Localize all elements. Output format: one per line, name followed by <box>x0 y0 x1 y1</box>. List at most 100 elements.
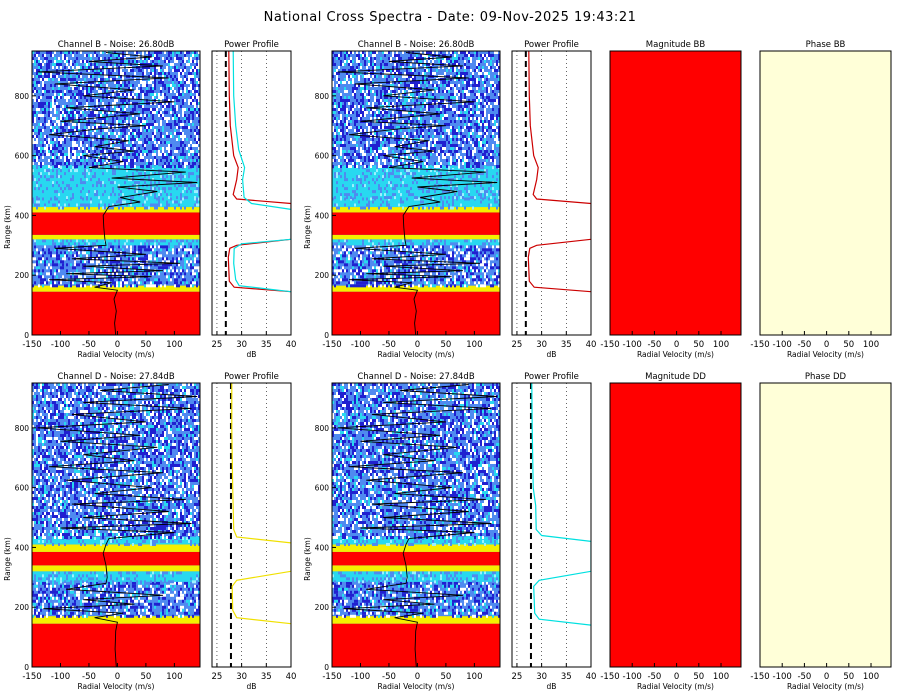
y-tick-label: 0 <box>24 663 29 672</box>
x-tick-label: 0 <box>674 672 679 682</box>
panel-8: Power Profile 25 30 35 40 dB <box>211 372 296 691</box>
panel-4: Power Profile 25 30 35 40 dB <box>511 40 597 359</box>
panel-frame <box>31 382 201 668</box>
band-red <box>32 291 200 335</box>
panel-title: Magnitude BB <box>646 40 706 50</box>
x-axis-label: Radial Velocity (m/s) <box>787 350 864 359</box>
x-tick-label: -100 <box>773 672 792 682</box>
x-tick-label: 50 <box>140 672 151 682</box>
panel-title: Power Profile <box>524 40 579 50</box>
x-tick-label: -150 <box>600 340 619 350</box>
x-tick-label: -50 <box>82 340 96 350</box>
panel-frame <box>211 50 292 336</box>
x-tick-label: -150 <box>322 672 341 682</box>
y-axis-label: Range (km) <box>3 205 12 249</box>
panel-title: Channel D - Noise: 27.84dB <box>357 372 474 382</box>
x-tick-label: 100 <box>466 672 482 682</box>
y-tick-label: 0 <box>24 331 29 340</box>
panel-frame <box>759 50 892 336</box>
band-yellow <box>332 234 500 240</box>
band-red <box>332 212 500 235</box>
panel-2: Power Profile 25 30 35 40 dB <box>211 40 297 359</box>
x-tick-label: 100 <box>166 672 182 682</box>
band-cyan <box>332 166 500 198</box>
x-tick-label: 100 <box>166 340 182 350</box>
band-cyan <box>32 166 200 198</box>
panel-title: Phase BB <box>806 40 846 50</box>
x-tick-label: 50 <box>693 340 704 350</box>
y-tick-label: 400 <box>315 543 330 552</box>
band-red <box>332 623 500 667</box>
x-tick-label: 0 <box>115 340 120 350</box>
x-tick-label: 40 <box>286 340 297 350</box>
spectrum-cells <box>32 51 200 335</box>
band-yellow <box>332 207 500 213</box>
y-tick-label: 800 <box>315 92 330 101</box>
band-yellow <box>332 616 500 624</box>
x-tick-label: 40 <box>586 340 597 350</box>
band-red <box>32 623 200 667</box>
panel-title: Magnitude DD <box>645 372 706 382</box>
y-tick-label: 400 <box>315 211 330 220</box>
panel-frame <box>511 50 592 336</box>
panel-title: Power Profile <box>224 372 279 382</box>
x-tick-label: 0 <box>115 672 120 682</box>
panel-frame <box>511 382 592 668</box>
panel-7: Channel D - Noise: 27.84dB -150 -100 -50 0 50… <box>3 372 201 691</box>
x-tick-label: -100 <box>351 340 370 350</box>
x-tick-label: -50 <box>797 340 811 350</box>
x-tick-label: 30 <box>236 340 247 350</box>
x-tick-label: 35 <box>261 340 272 350</box>
x-tick-label: -50 <box>647 672 661 682</box>
x-axis-label: Radial Velocity (m/s) <box>787 682 864 691</box>
x-tick-label: 0 <box>824 340 829 350</box>
x-tick-label: 100 <box>466 340 482 350</box>
uniform-fill <box>760 383 891 667</box>
x-axis-label: Radial Velocity (m/s) <box>78 350 155 359</box>
x-tick-label: 50 <box>440 672 451 682</box>
band-yellow <box>332 285 500 292</box>
x-tick-label: 30 <box>536 340 547 350</box>
x-tick-label: -150 <box>22 340 41 350</box>
x-tick-label: 30 <box>236 672 247 682</box>
y-tick-label: 600 <box>15 152 30 161</box>
y-tick-label: 800 <box>315 424 330 433</box>
x-tick-label: 0 <box>415 340 420 350</box>
x-tick-label: -50 <box>647 340 661 350</box>
x-tick-label: 35 <box>561 672 572 682</box>
x-tick-label: 25 <box>212 340 223 350</box>
panel-title: Phase DD <box>805 372 847 382</box>
x-tick-label: 0 <box>415 672 420 682</box>
panel-10: Power Profile 25 30 35 40 dB <box>511 372 596 691</box>
spectrum-cells <box>32 383 200 667</box>
x-tick-label: -50 <box>797 672 811 682</box>
profile-line-cyan <box>531 383 591 626</box>
y-tick-label: 800 <box>15 92 30 101</box>
panel-frame <box>31 50 201 336</box>
panel-title: Power Profile <box>224 40 279 50</box>
x-tick-label: 100 <box>863 672 879 682</box>
band-cyan <box>32 571 200 582</box>
band-red <box>32 212 200 235</box>
band-red <box>332 291 500 335</box>
x-axis-label: Radial Velocity (m/s) <box>378 682 455 691</box>
band-yellow <box>32 565 200 572</box>
x-axis-label: Radial Velocity (m/s) <box>637 682 714 691</box>
x-tick-label: -50 <box>382 672 396 682</box>
page-title: National Cross Spectra - Date: 09-Nov-20… <box>263 10 637 25</box>
y-tick-label: 600 <box>15 484 30 493</box>
x-tick-label: -100 <box>623 672 642 682</box>
x-tick-label: 100 <box>863 340 879 350</box>
panel-title: Channel B - Noise: 26.80dB <box>58 40 175 50</box>
x-tick-label: 50 <box>843 672 854 682</box>
doppler-trace <box>37 52 198 335</box>
panel-title: Channel D - Noise: 27.84dB <box>57 372 174 382</box>
profile-line-cyan <box>232 51 291 293</box>
band-yellow <box>32 616 200 624</box>
y-tick-label: 400 <box>15 211 30 220</box>
y-axis-label: Range (km) <box>303 205 312 249</box>
